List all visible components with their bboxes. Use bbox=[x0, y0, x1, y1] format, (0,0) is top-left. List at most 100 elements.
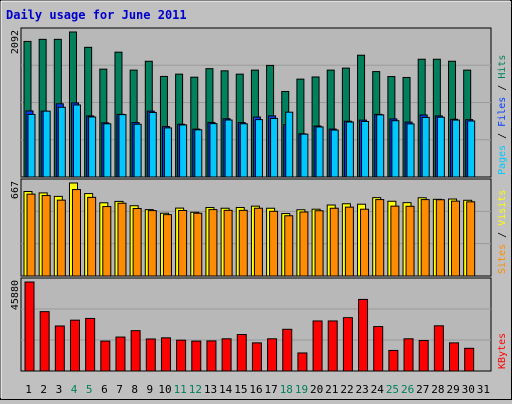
bar-pages-day-11 bbox=[179, 124, 188, 178]
legend-separator: / bbox=[497, 79, 508, 97]
y-max-label: 45880 bbox=[10, 280, 21, 310]
bar-sites-day-22 bbox=[344, 206, 354, 277]
bar-pages-day-4 bbox=[72, 104, 81, 178]
bar-sites-day-20 bbox=[314, 210, 324, 277]
bar-kbytes-day-27 bbox=[418, 340, 429, 372]
bar-kbytes-day-28 bbox=[433, 325, 444, 372]
x-tick-label: 25 bbox=[386, 383, 399, 396]
bar-pages-day-9 bbox=[148, 111, 157, 178]
bar-kbytes-day-17 bbox=[267, 338, 278, 372]
x-tick-label: 30 bbox=[462, 383, 475, 396]
bar-kbytes-day-2 bbox=[39, 311, 50, 372]
bar-kbytes-day-15 bbox=[236, 334, 247, 372]
x-tick-label: 20 bbox=[310, 383, 323, 396]
bar-pages-day-22 bbox=[345, 121, 354, 178]
y-max-label: 667 bbox=[10, 181, 21, 199]
bar-sites-day-4 bbox=[71, 189, 81, 277]
x-tick-label: 5 bbox=[86, 383, 93, 396]
bar-sites-day-5 bbox=[87, 196, 97, 277]
x-tick-label: 13 bbox=[204, 383, 217, 396]
bar-sites-day-25 bbox=[390, 205, 400, 277]
bar-pages-day-23 bbox=[361, 120, 370, 178]
bar-kbytes-day-26 bbox=[403, 338, 414, 372]
x-tick-label: 9 bbox=[147, 383, 154, 396]
bar-kbytes-day-4 bbox=[69, 319, 80, 372]
bar-kbytes-day-25 bbox=[388, 349, 399, 372]
legend-separator: / bbox=[497, 127, 508, 145]
bar-kbytes-day-9 bbox=[145, 338, 156, 372]
bar-pages-day-29 bbox=[452, 119, 461, 178]
x-tick-label: 10 bbox=[158, 383, 171, 396]
bar-sites-day-7 bbox=[117, 202, 127, 277]
x-tick-label: 23 bbox=[356, 383, 369, 396]
bar-kbytes-day-24 bbox=[373, 326, 384, 372]
bar-sites-day-10 bbox=[162, 214, 172, 277]
x-tick-label: 7 bbox=[116, 383, 123, 396]
bar-pages-day-3 bbox=[57, 106, 66, 178]
bar-kbytes-day-29 bbox=[449, 342, 460, 372]
bar-sites-day-16 bbox=[253, 207, 263, 277]
x-tick-label: 18 bbox=[280, 383, 293, 396]
bar-sites-day-18 bbox=[284, 215, 294, 277]
x-tick-label: 26 bbox=[401, 383, 414, 396]
x-tick-label: 27 bbox=[416, 383, 429, 396]
bar-sites-day-1 bbox=[26, 193, 36, 277]
x-tick-label: 17 bbox=[265, 383, 278, 396]
x-tick-label: 14 bbox=[219, 383, 233, 396]
legend-files: Files bbox=[497, 97, 508, 127]
legend-visits: Visits bbox=[497, 190, 508, 226]
bar-kbytes-day-3 bbox=[54, 325, 65, 372]
bar-kbytes-day-1 bbox=[24, 281, 35, 372]
bar-pages-day-27 bbox=[421, 116, 430, 178]
x-tick-label: 29 bbox=[446, 383, 459, 396]
bar-pages-day-17 bbox=[270, 117, 279, 178]
bar-pages-day-19 bbox=[300, 133, 309, 178]
bar-pages-day-12 bbox=[194, 129, 203, 178]
bar-pages-day-28 bbox=[436, 116, 445, 178]
bar-sites-day-29 bbox=[451, 200, 461, 277]
bar-sites-day-28 bbox=[435, 199, 445, 277]
bar-sites-day-17 bbox=[269, 210, 279, 277]
bar-pages-day-24 bbox=[376, 114, 385, 178]
x-tick-label: 28 bbox=[431, 383, 444, 396]
x-tick-label: 21 bbox=[325, 383, 338, 396]
bar-pages-day-15 bbox=[239, 123, 248, 178]
bar-sites-day-23 bbox=[360, 208, 370, 277]
bar-pages-day-5 bbox=[88, 116, 97, 178]
bar-sites-day-15 bbox=[238, 209, 248, 277]
legend-pages: Pages bbox=[497, 145, 508, 175]
bar-kbytes-day-23 bbox=[358, 298, 369, 372]
legend: KBytes bbox=[497, 333, 508, 369]
bar-sites-day-27 bbox=[420, 199, 430, 277]
x-tick-label: 16 bbox=[249, 383, 262, 396]
y-max-label: 2092 bbox=[10, 30, 21, 54]
bar-kbytes-day-12 bbox=[191, 340, 202, 372]
bar-kbytes-day-8 bbox=[130, 330, 141, 372]
bar-sites-day-8 bbox=[132, 208, 142, 277]
bar-pages-day-1 bbox=[27, 113, 36, 178]
bar-pages-day-8 bbox=[133, 123, 142, 178]
bar-sites-day-14 bbox=[223, 209, 233, 277]
bar-pages-day-6 bbox=[103, 123, 112, 178]
x-tick-label: 6 bbox=[101, 383, 108, 396]
bar-sites-day-9 bbox=[147, 210, 157, 277]
bar-sites-day-13 bbox=[208, 209, 218, 277]
legend: Sites / Visits bbox=[497, 190, 508, 274]
legend: Pages / Files / Hits bbox=[497, 55, 508, 175]
x-tick-label: 4 bbox=[71, 383, 78, 396]
x-tick-label: 8 bbox=[131, 383, 138, 396]
bar-kbytes-day-6 bbox=[100, 340, 111, 372]
bar-pages-day-7 bbox=[118, 114, 127, 178]
bar-kbytes-day-11 bbox=[176, 339, 187, 372]
bar-sites-day-30 bbox=[466, 201, 476, 277]
bar-sites-day-6 bbox=[102, 206, 112, 277]
x-tick-label: 11 bbox=[174, 383, 187, 396]
x-tick-label: 31 bbox=[477, 383, 490, 396]
bar-sites-day-26 bbox=[405, 205, 415, 277]
bar-pages-day-30 bbox=[467, 120, 476, 178]
bar-sites-day-3 bbox=[56, 199, 66, 277]
bar-kbytes-day-21 bbox=[327, 320, 338, 372]
legend-hits: Hits bbox=[497, 55, 508, 79]
bar-pages-day-20 bbox=[315, 126, 324, 178]
